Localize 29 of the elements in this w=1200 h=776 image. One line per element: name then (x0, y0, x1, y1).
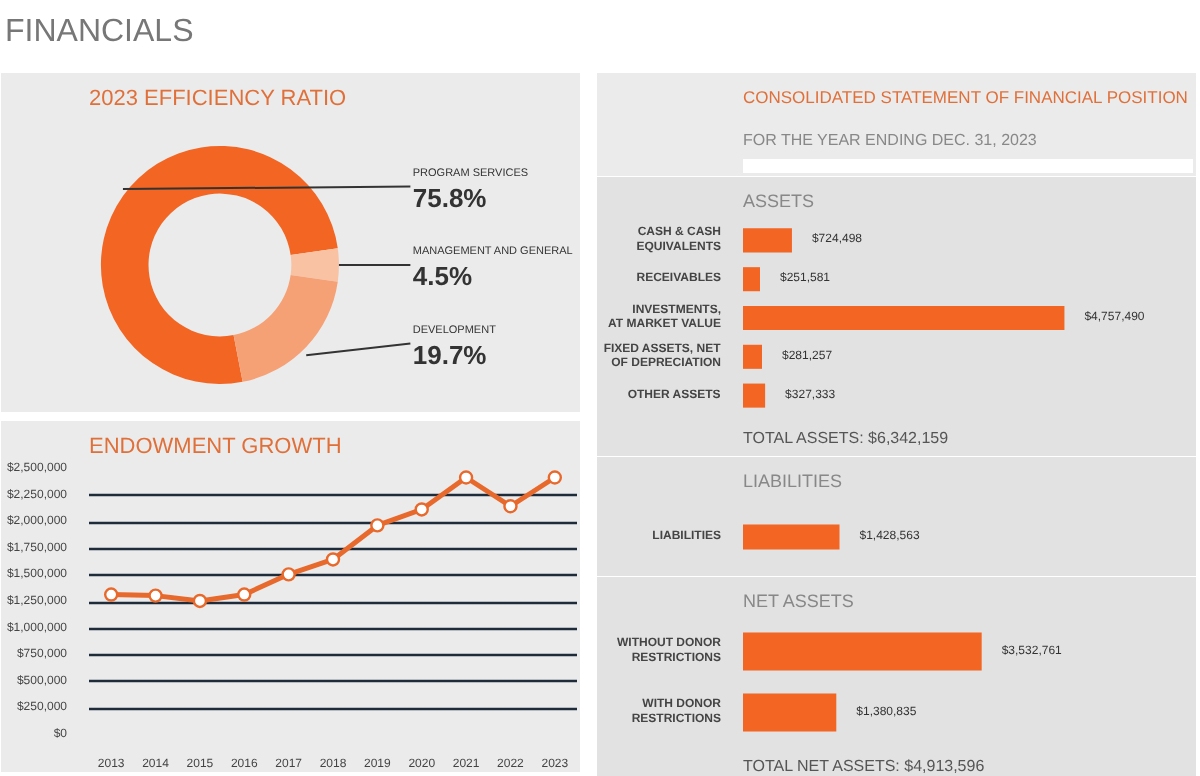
point (192, 593, 208, 609)
text: TOTAL NET ASSETS: $4,913,596 (743, 757, 986, 775)
chart-title: 2023 EFFICIENCY RATIO (89, 87, 348, 111)
point (503, 499, 518, 514)
chart-title: LIABILITIES (743, 471, 843, 491)
text: TOTAL ASSETS: $6,342,159 (743, 429, 950, 447)
text: FINANCIALS (5, 15, 194, 49)
chart-title: NET ASSETS (743, 591, 854, 611)
bar (743, 267, 760, 292)
point (414, 502, 429, 517)
point (237, 587, 252, 602)
chart-title: ASSETS (743, 191, 815, 211)
bar (743, 305, 1065, 331)
point (103, 587, 119, 602)
text: FOR THE YEAR ENDING DEC. 31, 2023 (743, 131, 1038, 149)
point (325, 552, 341, 567)
data-label: 19.7% (412, 339, 488, 370)
data-label: 75.8% (412, 182, 488, 213)
chart-title: ENDOWMENT GROWTH (89, 435, 342, 459)
text: CONSOLIDATED STATEMENT OF FINANCIAL POSITION (743, 87, 1188, 107)
point (458, 470, 474, 485)
bar (743, 344, 762, 369)
data-label: 4.5% (412, 261, 473, 292)
point (281, 567, 296, 582)
point (148, 588, 163, 603)
point (547, 470, 563, 485)
bar (743, 383, 766, 408)
point (370, 518, 385, 533)
bar (743, 228, 792, 253)
